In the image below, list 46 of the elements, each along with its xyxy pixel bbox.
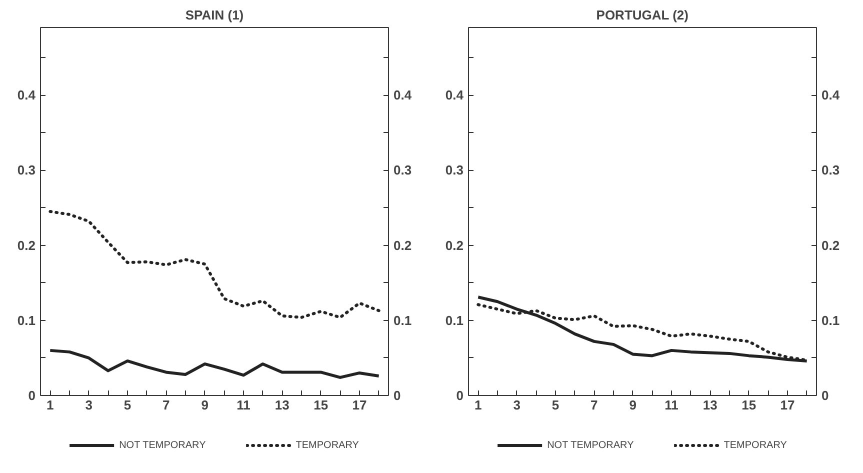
legend-label: NOT TEMPORARY xyxy=(547,440,634,450)
x-tick-label: 11 xyxy=(664,398,678,412)
y2-tick-label: 0.2 xyxy=(394,238,412,253)
x-tick-label: 5 xyxy=(552,398,560,412)
line-series xyxy=(48,210,380,319)
legend-label: TEMPORARY xyxy=(724,440,787,450)
y-tick-label: 0 xyxy=(28,388,36,403)
y-tick-label: 0.1 xyxy=(445,312,464,328)
y2-tick-label: 0 xyxy=(822,388,829,403)
x-tick-label: 17 xyxy=(780,398,795,412)
y2-tick-label: 0.2 xyxy=(822,238,840,253)
y2-tick-label: 0.4 xyxy=(822,88,840,103)
y2-tick-label: 0 xyxy=(394,388,401,403)
legend-label: TEMPORARY xyxy=(296,440,359,450)
y2-tick-label: 0.1 xyxy=(822,312,840,328)
x-tick-label: 3 xyxy=(85,398,92,412)
y-tick-label: 0.2 xyxy=(17,238,36,253)
y-tick-label: 0.2 xyxy=(445,238,464,253)
x-tick-label: 13 xyxy=(702,398,718,412)
y-tick-label: 0.4 xyxy=(17,88,36,103)
chart-title: SPAIN (1) xyxy=(185,8,244,22)
x-tick-label: 3 xyxy=(513,398,520,412)
x-tick-label: 7 xyxy=(590,398,598,412)
y2-tick-label: 0.3 xyxy=(822,162,840,178)
x-tick-label: 1 xyxy=(474,398,482,412)
line-series xyxy=(48,348,380,379)
y-tick-label: 0.3 xyxy=(445,162,464,178)
y-tick-label: 0.1 xyxy=(17,312,36,328)
y-tick-label: 0.3 xyxy=(17,162,36,178)
x-tick-label: 5 xyxy=(124,398,132,412)
x-tick-label: 13 xyxy=(274,398,290,412)
x-tick-label: 11 xyxy=(236,398,250,412)
x-tick-label: 9 xyxy=(629,398,636,412)
x-tick-label: 1 xyxy=(46,398,54,412)
x-tick-label: 15 xyxy=(742,398,756,412)
x-tick-label: 17 xyxy=(352,398,367,412)
y2-tick-label: 0.1 xyxy=(394,312,412,328)
x-tick-label: 15 xyxy=(314,398,328,412)
y-tick-label: 0 xyxy=(456,388,464,403)
x-tick-label: 9 xyxy=(201,398,208,412)
y-tick-label: 0.4 xyxy=(445,88,464,103)
y2-tick-label: 0.4 xyxy=(394,88,412,103)
chart-title: PORTUGAL (2) xyxy=(596,8,688,22)
y2-tick-label: 0.3 xyxy=(394,162,412,178)
x-tick-label: 7 xyxy=(162,398,170,412)
legend-label: NOT TEMPORARY xyxy=(119,440,206,450)
